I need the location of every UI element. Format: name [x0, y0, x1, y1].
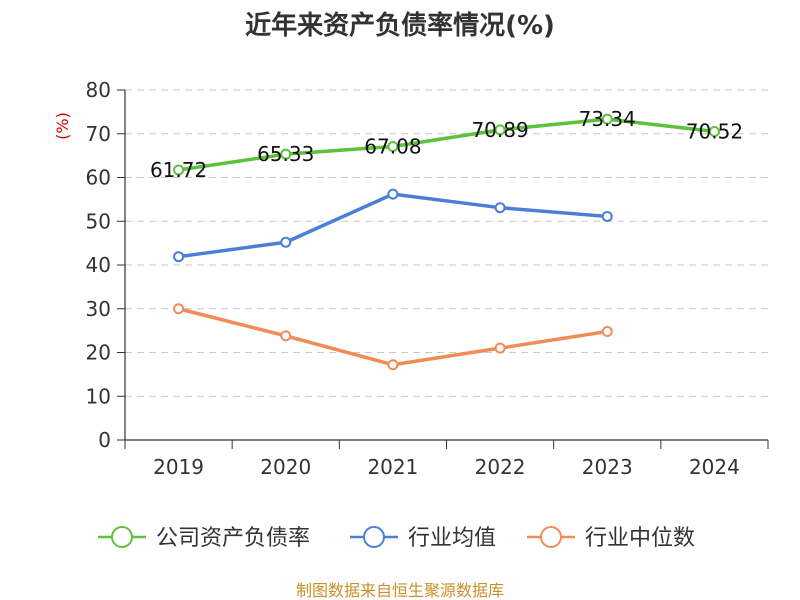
series-line-2 — [178, 307, 608, 367]
source-note: 制图数据来自恒生聚源数据库 — [296, 581, 504, 600]
x-tick-label-4: 2023 — [582, 455, 633, 479]
series-layer — [173, 113, 720, 371]
point-s1-1 — [280, 236, 292, 248]
point-s1-2 — [387, 188, 399, 200]
chart-title: 近年来资产负债率情况(%) — [245, 10, 555, 41]
point-s1-4 — [601, 210, 613, 222]
legend-marker-2 — [540, 526, 562, 548]
y-tick-label-8: 80 — [86, 78, 111, 102]
point-s2-3 — [494, 342, 506, 354]
point-s0-5 — [708, 125, 720, 137]
point-s2-1 — [280, 330, 292, 342]
y-tick-label-6: 60 — [86, 166, 111, 190]
y-tick-label-1: 10 — [86, 384, 111, 408]
legend-marker-1 — [363, 526, 385, 548]
point-s2-4 — [601, 326, 613, 337]
point-s0-0 — [173, 164, 185, 176]
data-label-3: 70.89 — [471, 118, 528, 142]
x-tick-label-0: 2019 — [153, 455, 204, 479]
y-tick-label-5: 50 — [86, 209, 111, 233]
y-tick-label-4: 40 — [86, 253, 111, 277]
point-s0-1 — [280, 148, 292, 160]
series-line-0 — [178, 117, 715, 172]
legend: 公司资产负债率 行业均值 行业中位数 — [98, 526, 695, 551]
legend-item-1: 行业均值 — [350, 526, 496, 551]
series-line-1 — [178, 192, 608, 259]
grid-lines — [125, 89, 768, 397]
data-label-4: 73.34 — [579, 107, 636, 131]
legend-label-0: 公司资产负债率 — [156, 526, 310, 551]
x-tick-label-5: 2024 — [689, 455, 740, 479]
data-label-0: 61.72 — [150, 158, 207, 182]
point-s0-2 — [387, 141, 399, 153]
x-tick-label-2: 2021 — [367, 455, 418, 479]
data-label-5: 70.52 — [686, 119, 743, 143]
y-tick-label-2: 20 — [86, 341, 111, 365]
legend-marker-0 — [111, 526, 133, 548]
data-label-1: 65.33 — [257, 142, 314, 166]
y-tick-label-7: 70 — [86, 122, 111, 146]
legend-label-1: 行业均值 — [408, 526, 496, 551]
legend-label-2: 行业中位数 — [585, 526, 695, 551]
point-s2-2 — [387, 359, 399, 371]
point-s1-3 — [494, 202, 506, 214]
data-label-2: 67.08 — [364, 135, 421, 159]
point-s1-0 — [173, 251, 185, 263]
axes: 0 10 20 30 40 50 60 70 80 2019 2020 2021 2022 2023 202… — [86, 78, 769, 479]
y-tick-label-0: 0 — [98, 428, 111, 452]
legend-item-2: 行业中位数 — [527, 526, 695, 551]
x-tick-label-3: 2022 — [475, 455, 526, 479]
point-s0-4 — [601, 113, 613, 125]
y-tick-label-3: 30 — [86, 297, 111, 321]
data-labels: 61.72 65.33 67.08 70.89 73.34 70.52 — [150, 107, 743, 182]
x-tick-label-1: 2020 — [260, 455, 311, 479]
point-s0-3 — [494, 124, 506, 136]
point-s2-0 — [173, 303, 185, 315]
legend-item-0: 公司资产负债率 — [98, 526, 310, 551]
y-axis-label: (%) — [53, 112, 72, 140]
